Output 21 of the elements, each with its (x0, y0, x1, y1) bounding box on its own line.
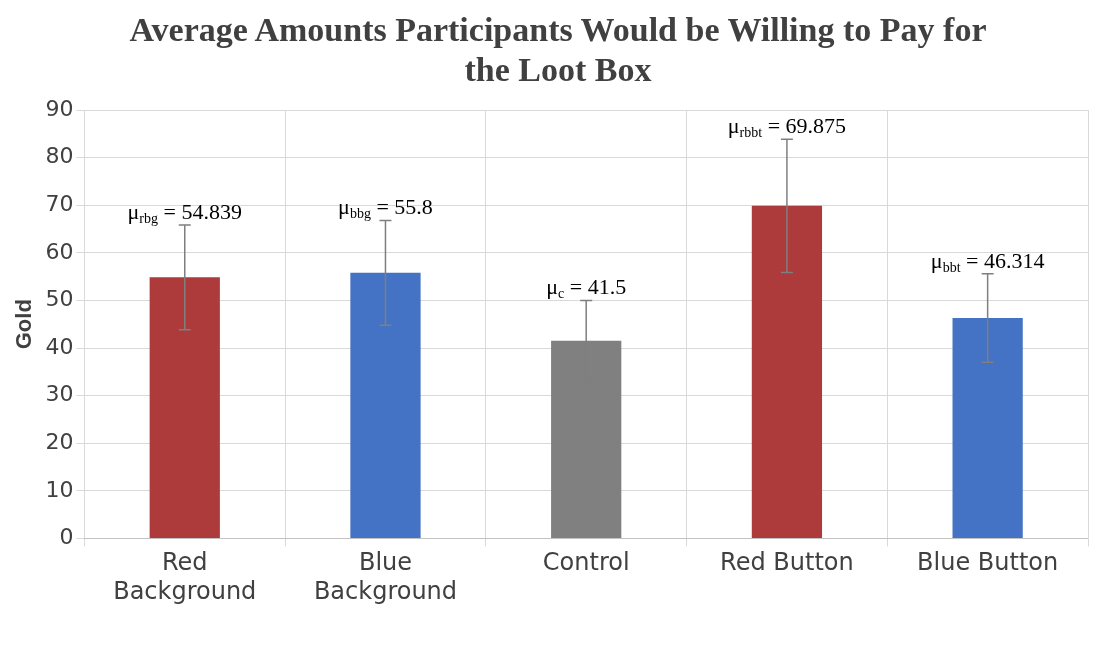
y-tick-label: 10 (45, 476, 74, 502)
x-tick-label: Red Background (113, 548, 257, 605)
y-tick-label: 30 (45, 381, 74, 407)
bar (751, 205, 823, 538)
chart-title: Average Amounts Participants Would be Willing to Pay for the Loot Box (128, 10, 988, 90)
bar (149, 277, 220, 538)
y-tick-label: 70 (45, 190, 74, 216)
y-tick-label: 50 (45, 286, 74, 312)
y-tick-label: 20 (45, 428, 74, 454)
x-tick-label: Red Button (720, 548, 854, 577)
y-tick-label: 80 (45, 143, 74, 169)
y-tick-label: 90 (45, 95, 74, 121)
y-axis-title: Gold (11, 299, 37, 350)
bar (952, 317, 1023, 538)
bar (350, 272, 421, 538)
y-tick-label: 0 (59, 524, 74, 550)
x-tick-label: Blue Background (313, 548, 458, 605)
x-tick-label: Blue Button (917, 548, 1059, 577)
x-tick-label: Control (542, 548, 630, 577)
y-tick-label: 40 (45, 333, 74, 359)
y-tick-label: 60 (45, 238, 74, 264)
